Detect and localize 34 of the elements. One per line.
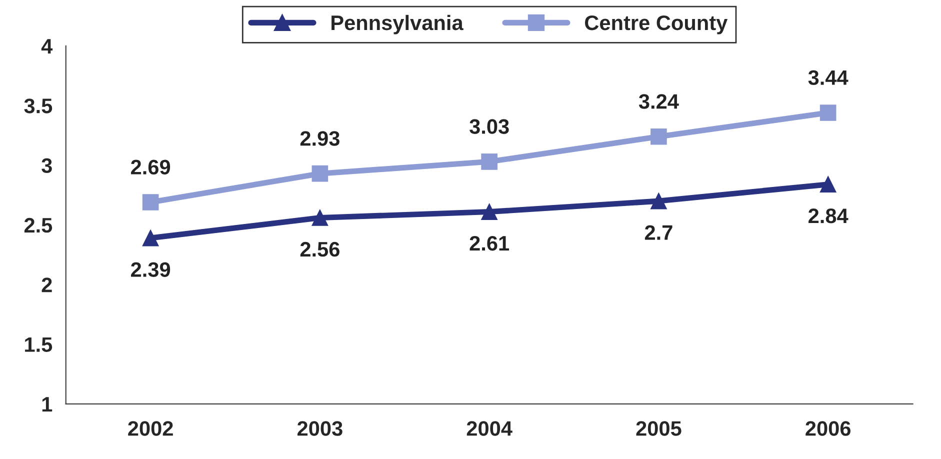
x-tick-label: 2003 xyxy=(297,421,342,436)
point xyxy=(650,192,667,210)
y-tick-label: 4 xyxy=(41,39,53,54)
point xyxy=(650,128,667,145)
x-tick-label: 2004 xyxy=(466,421,512,436)
data-label: 2.84 xyxy=(808,208,848,224)
point xyxy=(481,154,498,170)
point xyxy=(142,230,159,246)
data-label: 3.24 xyxy=(638,94,679,109)
y-tick-label: 1 xyxy=(42,397,52,412)
point xyxy=(820,104,836,121)
legend-label: Pennsylvania xyxy=(332,14,464,34)
point xyxy=(142,194,159,210)
data-label: 3.03 xyxy=(470,119,509,134)
point xyxy=(481,204,498,220)
point xyxy=(312,165,328,182)
y-tick-label: 3.5 xyxy=(24,98,52,114)
data-label: 2.61 xyxy=(470,236,510,251)
y-tick-label: 3 xyxy=(42,158,52,174)
x-tick-label: 2005 xyxy=(636,421,682,436)
x-tick-label: 2002 xyxy=(128,421,173,436)
data-label: 2.69 xyxy=(131,160,170,174)
y-tick-label: 2 xyxy=(42,278,52,292)
data-label: 2.39 xyxy=(131,262,170,277)
data-label: 2.93 xyxy=(300,131,340,146)
y-tick-label: 2.5 xyxy=(24,218,52,233)
data-label: 2.7 xyxy=(644,225,672,240)
point xyxy=(820,176,836,192)
point xyxy=(312,210,328,226)
legend-label: Centre County xyxy=(584,15,728,34)
data-label: 3.44 xyxy=(808,70,848,86)
x-tick-label: 2006 xyxy=(806,421,850,436)
y-tick-label: 1.5 xyxy=(25,337,52,352)
data-label: 2.56 xyxy=(300,242,340,257)
